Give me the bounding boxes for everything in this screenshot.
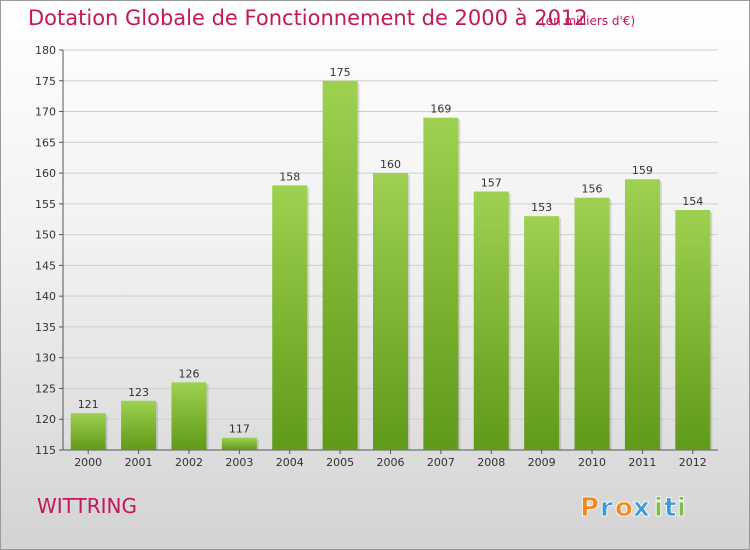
- x-tick-label: 2003: [225, 456, 253, 469]
- bar: [624, 179, 660, 450]
- bar: [423, 117, 459, 450]
- bar: [574, 197, 610, 450]
- x-tick-label: 2007: [427, 456, 455, 469]
- y-tick-label: 130: [35, 352, 56, 365]
- data-label: 117: [229, 423, 250, 436]
- data-label: 121: [78, 398, 99, 411]
- y-tick-label: 155: [35, 198, 56, 211]
- data-label: 158: [279, 170, 300, 183]
- logo-letter: x: [633, 493, 650, 523]
- bar: [524, 216, 560, 450]
- data-label: 157: [481, 177, 502, 190]
- y-tick-label: 170: [35, 106, 56, 119]
- x-tick-label: 2009: [528, 456, 556, 469]
- bar: [121, 400, 157, 450]
- logo-letter: i: [654, 493, 663, 523]
- chart-title: Dotation Globale de Fonctionnement de 20…: [28, 6, 588, 30]
- x-tick-label: 2008: [477, 456, 505, 469]
- y-tick-label: 135: [35, 321, 56, 334]
- x-tick-label: 2012: [679, 456, 707, 469]
- data-label: 159: [632, 164, 653, 177]
- data-label: 160: [380, 158, 401, 171]
- x-tick-label: 2010: [578, 456, 606, 469]
- unit-note: (en milliers d'€): [541, 14, 636, 28]
- data-label: 175: [330, 66, 351, 79]
- y-tick-label: 115: [35, 444, 56, 457]
- data-label: 154: [682, 195, 703, 208]
- logo-letter: o: [615, 493, 633, 523]
- y-tick-label: 145: [35, 259, 56, 272]
- commune-name: WITTRING: [37, 494, 138, 518]
- data-label: 123: [128, 386, 149, 399]
- y-tick-label: 120: [35, 413, 56, 426]
- data-label: 156: [582, 183, 603, 196]
- y-tick-label: 175: [35, 75, 56, 88]
- y-tick-label: 140: [35, 290, 56, 303]
- y-tick-label: 150: [35, 229, 56, 242]
- bar: [373, 173, 408, 451]
- bar: [675, 210, 711, 450]
- data-label: 153: [531, 201, 552, 214]
- y-tick-label: 180: [35, 44, 56, 57]
- logo-letter: P: [580, 493, 599, 523]
- x-tick-label: 2006: [377, 456, 405, 469]
- bar: [221, 437, 257, 450]
- logo-letter: r: [600, 493, 613, 523]
- x-tick-label: 2005: [326, 456, 354, 469]
- bar: [272, 185, 308, 450]
- data-label: 126: [178, 367, 199, 380]
- bar: [171, 382, 207, 450]
- bar: [70, 413, 106, 450]
- bar: [322, 80, 358, 451]
- x-tick-label: 2011: [628, 456, 656, 469]
- logo-letter: t: [664, 493, 676, 523]
- x-tick-label: 2002: [175, 456, 203, 469]
- y-tick-label: 125: [35, 382, 56, 395]
- data-label: 169: [430, 103, 451, 116]
- x-tick-label: 2004: [276, 456, 304, 469]
- y-tick-label: 160: [35, 167, 56, 180]
- logo-letter: i: [677, 493, 686, 523]
- y-tick-label: 165: [35, 136, 56, 149]
- x-tick-label: 2000: [74, 456, 102, 469]
- x-tick-label: 2001: [125, 456, 153, 469]
- bar: [473, 191, 509, 451]
